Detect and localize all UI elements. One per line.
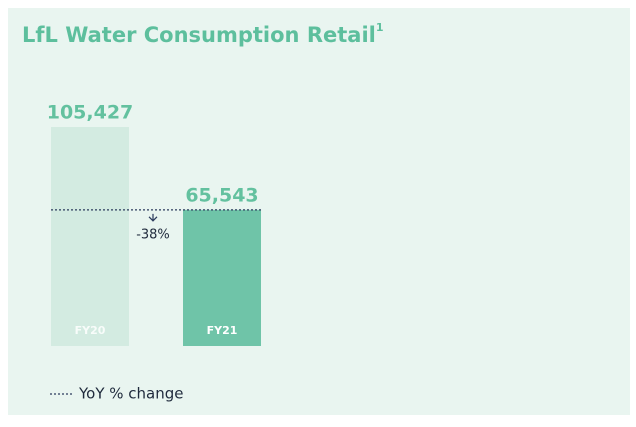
data-label: 105,427: [47, 102, 134, 124]
category-label: FY20: [75, 324, 106, 337]
title-note: 1: [376, 21, 384, 34]
title-text: LfL Water Consumption Retail: [22, 23, 376, 47]
bar: [51, 127, 129, 346]
yoy-annotation: -38%: [136, 227, 170, 242]
yoy-arrow: [148, 213, 158, 222]
chart-title: LfL Water Consumption Retail1: [22, 21, 384, 47]
legend-label: YoY % change: [78, 385, 184, 403]
bar: [183, 209, 261, 346]
data-label: 65,543: [185, 184, 258, 206]
category-label: FY21: [207, 324, 238, 337]
